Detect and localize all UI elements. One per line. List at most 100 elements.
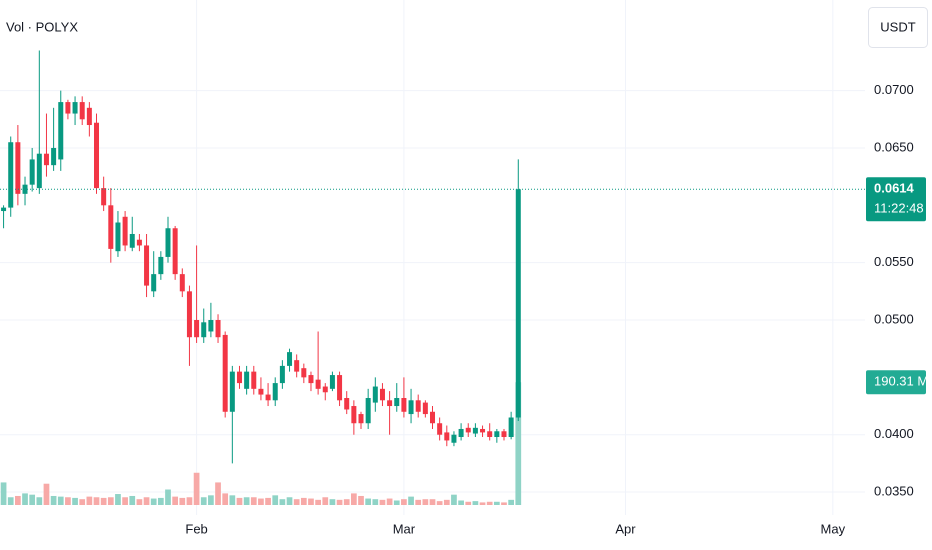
volume-bar (22, 493, 28, 505)
volume-bar (115, 494, 121, 505)
volume-bar (193, 472, 200, 505)
candle-body (387, 400, 393, 407)
volume-bar (122, 497, 128, 505)
currency-box[interactable] (868, 7, 928, 48)
candle-body (165, 228, 171, 257)
candle-body (408, 400, 414, 415)
candle-body (172, 228, 178, 275)
volume-bar (465, 501, 472, 505)
y-tick-label: 0.0400 (874, 426, 914, 441)
candle-body (394, 398, 400, 407)
candle-body (115, 222, 121, 252)
candle-body (458, 428, 464, 438)
candle-body (65, 102, 71, 114)
candle-body (244, 371, 250, 389)
volume-bar (401, 499, 407, 505)
price-tag (866, 177, 926, 222)
volume-bar (72, 497, 78, 505)
candle-body (379, 388, 385, 401)
candle-body (265, 394, 271, 401)
volume-tag (866, 370, 926, 395)
candle-body (1, 207, 7, 212)
volume-bar (229, 495, 236, 505)
candle-body (58, 102, 64, 160)
volume-bar (351, 493, 357, 505)
candle-body (451, 434, 457, 443)
candle-body (258, 388, 264, 395)
volume-bar (165, 489, 171, 505)
volume-bar (386, 498, 393, 505)
candle-body (372, 386, 378, 403)
y-tick-label: 0.0500 (874, 311, 914, 326)
candle-body (501, 431, 507, 438)
volume-bar (508, 499, 514, 505)
volume-bar (486, 501, 493, 505)
volume-bar (272, 495, 279, 505)
volume-bar (408, 496, 414, 505)
x-tick-label: Feb (185, 521, 207, 536)
volume-bar (358, 495, 364, 505)
currency[interactable]: USDT (880, 19, 915, 34)
candle-body (494, 431, 500, 438)
y-tick-label: 0.0700 (874, 82, 914, 97)
candle-body (279, 365, 285, 384)
volume-bar (208, 495, 214, 505)
y-tick-label: 0.0550 (874, 254, 914, 269)
volume-bar (172, 496, 179, 505)
volume-bar (29, 494, 36, 505)
volume-bar (472, 501, 479, 505)
volume-bar (79, 499, 86, 505)
candle-body (86, 107, 92, 126)
volume-bar (379, 499, 386, 505)
candle-body (351, 406, 357, 424)
volume-bar (86, 496, 93, 505)
volume-bar (157, 497, 164, 505)
candle-body (15, 142, 21, 194)
volume-bar (93, 497, 100, 505)
candle-body (480, 428, 486, 433)
x-tick-label: Apr (615, 521, 636, 536)
candle-body (43, 153, 49, 166)
axes: 0.0350 0.0400 0.0500 0.0550 0.0650 0.0700 Feb M… (185, 82, 928, 536)
candle-body (201, 322, 207, 338)
volume-bar (57, 496, 64, 505)
candle-body (151, 274, 157, 292)
volume-bar (501, 502, 507, 505)
volume-bar (107, 497, 114, 505)
candle-body (229, 371, 235, 412)
candle-body (444, 432, 450, 441)
chart-title: Vol · POLYX (6, 19, 78, 34)
volume-bar (100, 497, 107, 505)
candle-body (136, 239, 142, 246)
volume-bar (393, 500, 400, 505)
volume-bar (279, 499, 286, 505)
candle-body (365, 398, 371, 424)
volume-bar (265, 497, 271, 505)
volume-bar (65, 497, 71, 505)
volume-bar (315, 499, 321, 505)
volume-bar (179, 497, 186, 505)
candle-body (422, 402, 428, 415)
candle-body (22, 184, 28, 194)
candle-body (158, 256, 164, 275)
candle-body (108, 205, 114, 249)
candle-body (36, 153, 42, 189)
candle-body (101, 188, 107, 206)
volume-bar (200, 497, 207, 505)
candle-body (122, 216, 128, 246)
candle-body (222, 334, 228, 412)
volume-bar (443, 499, 450, 505)
candle-body (358, 414, 364, 424)
volume-bar (422, 499, 429, 505)
candle-body (251, 371, 257, 389)
candle-body (79, 102, 85, 120)
volume-bar (515, 382, 522, 505)
volume-bar (436, 501, 443, 505)
candle-body (29, 159, 35, 185)
last-price: 0.0614 (874, 181, 915, 196)
candle-body (215, 320, 221, 338)
volume-bar (429, 499, 436, 505)
volume-bar (236, 497, 243, 505)
